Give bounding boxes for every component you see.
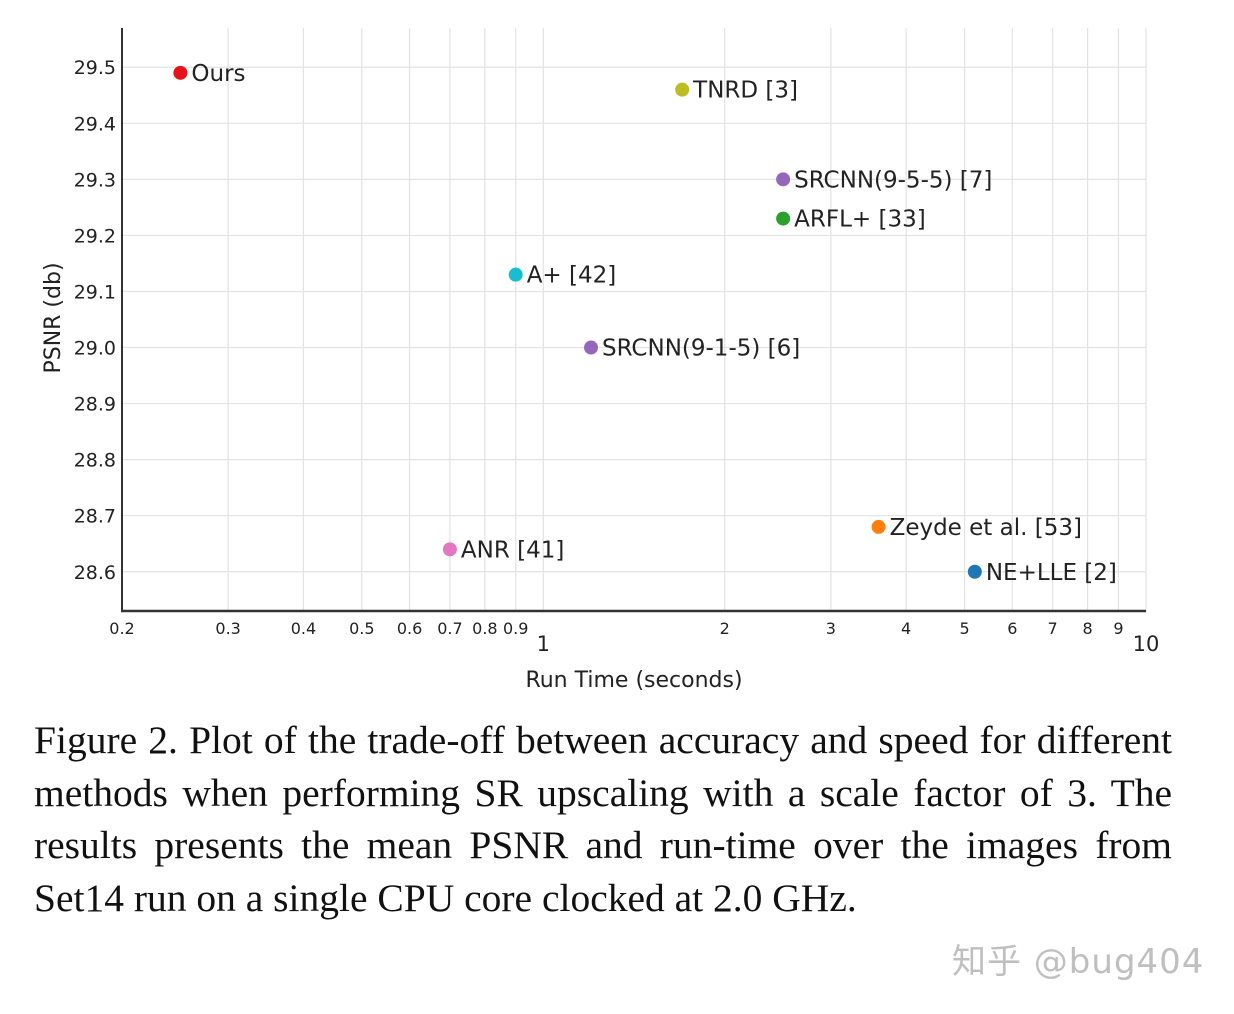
- x-tick-label: 9: [1113, 619, 1123, 638]
- x-tick-labels: 0.2 0.3 0.4 0.5 0.6 0.7 0.8 0.9 1 2 3 4 5 6 7 8 9 10: [109, 619, 1159, 656]
- x-tick-label: 0.7: [437, 619, 462, 638]
- watermark: 知乎 @bug404: [952, 942, 1205, 982]
- data-point-label: ANR [41]: [461, 537, 564, 563]
- x-tick-label: 0.9: [503, 619, 528, 638]
- data-point-label: SRCNN(9-5-5) [7]: [794, 167, 992, 193]
- y-tick-label: 29.0: [74, 338, 116, 360]
- data-point: SRCNN(9-5-5) [7]: [776, 167, 992, 193]
- data-point: TNRD [3]: [675, 78, 798, 104]
- y-tick-label: 29.4: [74, 113, 116, 135]
- data-point-marker: [442, 542, 457, 557]
- data-point: NE+LLE [2]: [967, 560, 1117, 586]
- data-point-marker: [675, 82, 690, 97]
- y-axis-label: PSNR (db): [41, 262, 66, 373]
- data-point: SRCNN(9-1-5) [6]: [584, 336, 800, 362]
- x-tick-label: 5: [959, 619, 969, 638]
- y-tick-label: 28.9: [74, 394, 116, 416]
- axes: [121, 28, 1146, 613]
- data-point-marker: [776, 172, 791, 187]
- y-tick-label: 28.7: [74, 506, 116, 528]
- data-point: ARFL+ [33]: [776, 207, 926, 233]
- y-tick-label: 28.8: [74, 450, 116, 472]
- x-tick-label: 0.3: [215, 619, 240, 638]
- x-tick-label: 7: [1048, 619, 1058, 638]
- psnr-vs-runtime-chart: 0.2 0.3 0.4 0.5 0.6 0.7 0.8 0.9 1 2 3 4 5 6 7 8 9 10 28.6…: [41, 28, 1159, 693]
- x-tick-label: 1: [537, 632, 550, 656]
- data-point-label: Ours: [191, 61, 245, 87]
- x-axis-label: Run Time (seconds): [525, 668, 742, 693]
- data-point: ANR [41]: [442, 537, 564, 563]
- x-tick-label: 8: [1082, 619, 1092, 638]
- data-point-label: ARFL+ [33]: [794, 207, 926, 233]
- data-point-label: Zeyde et al. [53]: [890, 515, 1082, 541]
- x-tick-label: 0.4: [291, 619, 316, 638]
- x-tick-label: 6: [1007, 619, 1017, 638]
- y-tick-label: 29.2: [74, 225, 116, 247]
- data-point-label: SRCNN(9-1-5) [6]: [602, 336, 800, 362]
- y-tick-label: 29.3: [74, 169, 116, 191]
- x-tick-label: 3: [826, 619, 836, 638]
- y-tick-labels: 28.6 28.7 28.8 28.9 29.0 29.1 29.2 29.3 29.4 29.5: [74, 57, 116, 584]
- y-tick-label: 29.5: [74, 57, 116, 79]
- data-point-marker: [173, 65, 188, 80]
- data-point-label: A+ [42]: [527, 263, 617, 289]
- data-point-marker: [871, 519, 886, 534]
- x-tick-label: 0.5: [349, 619, 374, 638]
- data-point-marker: [967, 564, 982, 579]
- data-point-marker: [584, 340, 599, 355]
- data-points: Ours TNRD [3] SRCNN(9-5-5) [7] ARFL+ [33] A+…: [173, 61, 1117, 586]
- grid-lines: [122, 28, 1147, 611]
- data-point-label: TNRD [3]: [692, 78, 798, 104]
- x-tick-label: 0.8: [472, 619, 497, 638]
- data-point-marker: [776, 211, 791, 226]
- x-tick-label: 2: [720, 619, 730, 638]
- x-tick-label: 0.6: [397, 619, 422, 638]
- data-point-label: NE+LLE [2]: [986, 560, 1117, 586]
- data-point: Ours: [173, 61, 246, 87]
- x-tick-label: 10: [1133, 632, 1160, 656]
- figure-caption: Figure 2. Plot of the trade-off between …: [34, 718, 1172, 920]
- y-tick-label: 29.1: [74, 281, 116, 303]
- y-tick-label: 28.6: [74, 562, 116, 584]
- x-tick-label: 4: [901, 619, 911, 638]
- data-point: A+ [42]: [508, 263, 617, 289]
- x-tick-label: 0.2: [109, 619, 134, 638]
- data-point: Zeyde et al. [53]: [871, 515, 1082, 541]
- data-point-marker: [508, 267, 523, 282]
